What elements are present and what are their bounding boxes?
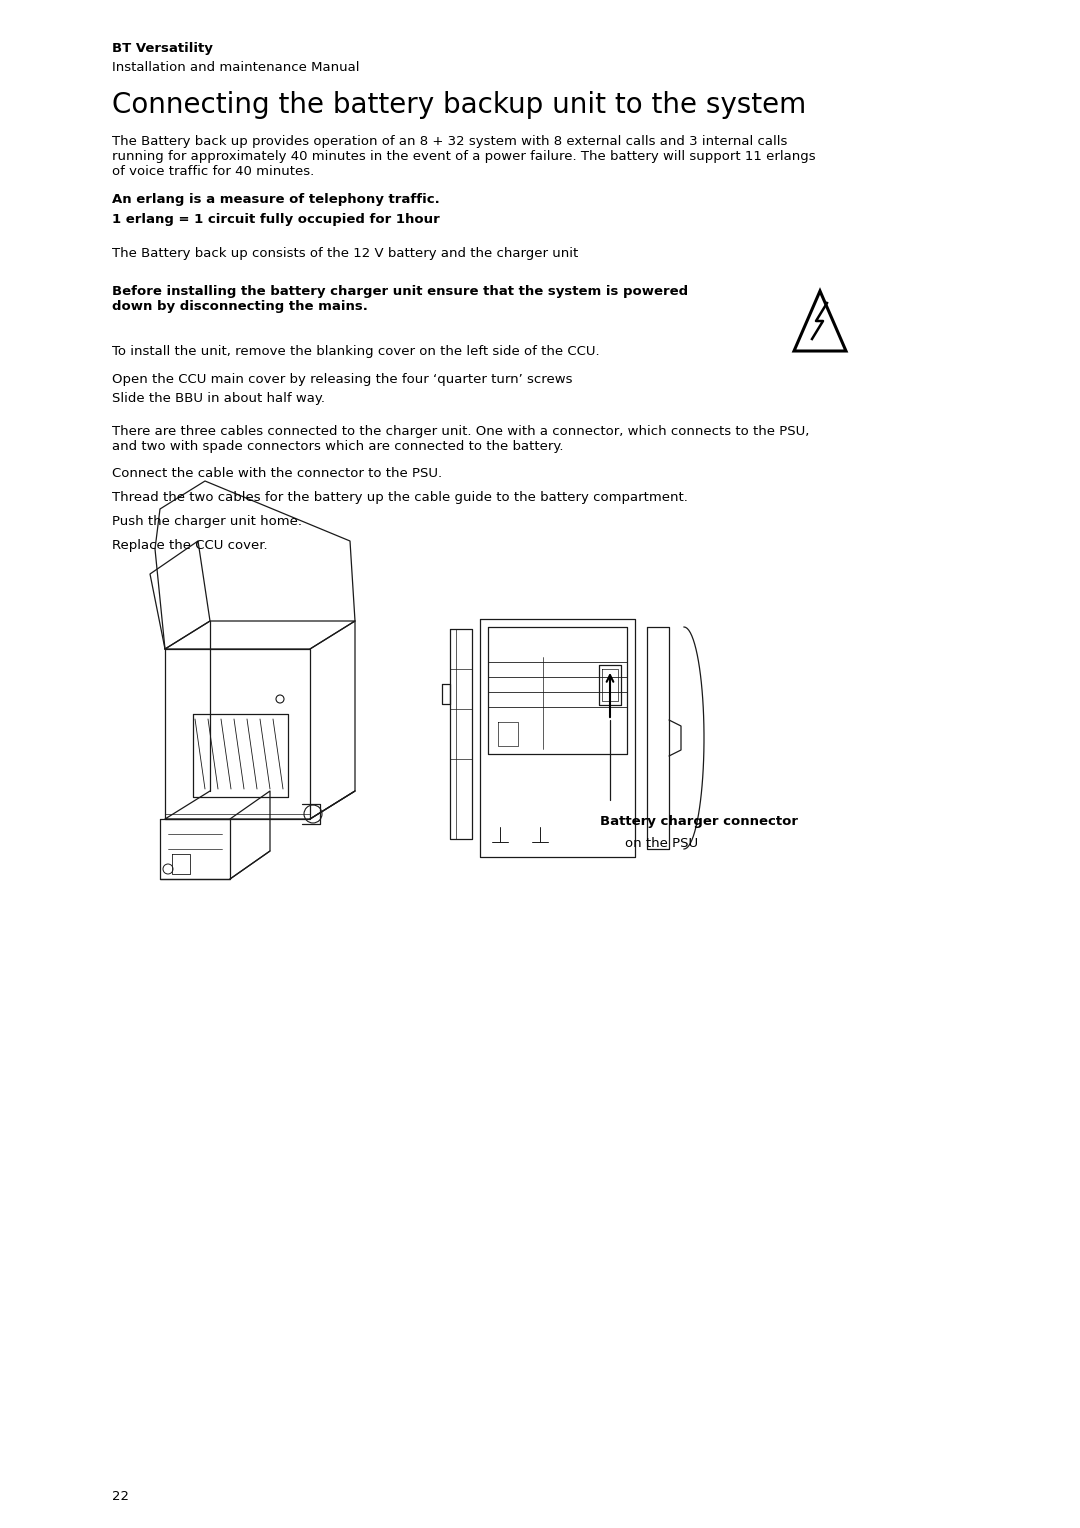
Text: The Battery back up consists of the 12 V battery and the charger unit: The Battery back up consists of the 12 V… — [112, 248, 578, 260]
Text: 22: 22 — [112, 1490, 129, 1504]
Text: 1 erlang = 1 circuit fully occupied for 1hour: 1 erlang = 1 circuit fully occupied for … — [112, 212, 440, 226]
Text: Connect the cable with the connector to the PSU.: Connect the cable with the connector to … — [112, 468, 442, 480]
Text: Open the CCU main cover by releasing the four ‘quarter turn’ screws: Open the CCU main cover by releasing the… — [112, 373, 572, 387]
Text: Battery charger connector: Battery charger connector — [600, 814, 798, 828]
Text: Slide the BBU in about half way.: Slide the BBU in about half way. — [112, 393, 325, 405]
Text: Installation and maintenance Manual: Installation and maintenance Manual — [112, 61, 360, 73]
Text: The Battery back up provides operation of an 8 + 32 system with 8 external calls: The Battery back up provides operation o… — [112, 134, 815, 177]
Text: Push the charger unit home.: Push the charger unit home. — [112, 515, 302, 529]
Text: Connecting the battery backup unit to the system: Connecting the battery backup unit to th… — [112, 92, 807, 119]
Text: To install the unit, remove the blanking cover on the left side of the CCU.: To install the unit, remove the blanking… — [112, 345, 599, 358]
Text: An erlang is a measure of telephony traffic.: An erlang is a measure of telephony traf… — [112, 193, 440, 206]
Text: Thread the two cables for the battery up the cable guide to the battery compartm: Thread the two cables for the battery up… — [112, 490, 688, 504]
Text: BT Versatility: BT Versatility — [112, 41, 213, 55]
Text: on the PSU: on the PSU — [625, 837, 698, 850]
Text: There are three cables connected to the charger unit. One with a connector, whic: There are three cables connected to the … — [112, 425, 809, 452]
Text: Replace the CCU cover.: Replace the CCU cover. — [112, 539, 268, 552]
Text: Before installing the battery charger unit ensure that the system is powered
dow: Before installing the battery charger un… — [112, 286, 688, 313]
